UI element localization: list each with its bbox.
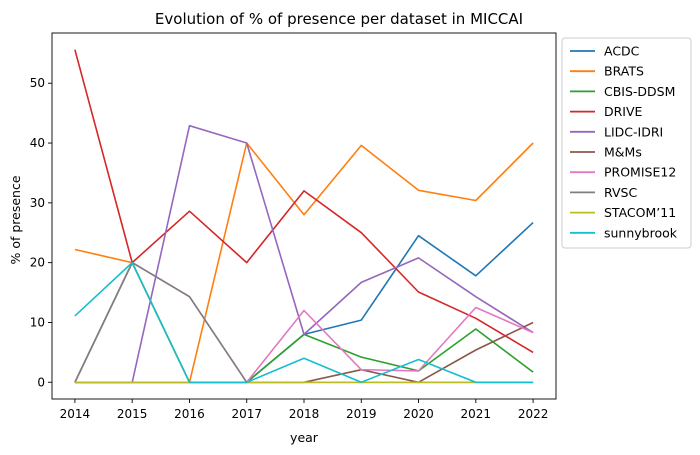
y-tick-label: 10 bbox=[30, 315, 45, 329]
y-tick-label: 30 bbox=[30, 196, 45, 210]
legend-label-1: BRATS bbox=[604, 64, 644, 79]
x-tick-label: 2022 bbox=[518, 407, 549, 421]
series-line-1 bbox=[74, 142, 534, 384]
legend-label-0: ACDC bbox=[604, 44, 640, 59]
x-tick-label: 2015 bbox=[117, 407, 148, 421]
legend-label-4: LIDC-IDRI bbox=[604, 124, 663, 139]
x-tick-label: 2019 bbox=[346, 407, 377, 421]
y-tick-label: 50 bbox=[30, 76, 45, 90]
x-tick-label: 2014 bbox=[60, 407, 91, 421]
legend-label-9: sunnybrook bbox=[604, 225, 678, 240]
axes-frame bbox=[51, 32, 557, 400]
y-axis-label: % of presence bbox=[8, 175, 23, 264]
legend: ACDC BRATS CBIS-DDSM DRIVE LIDC-IDRI M&Ms PROM… bbox=[561, 37, 692, 249]
legend-label-8: STACOM’11 bbox=[604, 205, 676, 220]
series-line-4 bbox=[74, 124, 534, 384]
y-tick-label: 0 bbox=[37, 375, 45, 389]
legend-label-5: M&Ms bbox=[604, 145, 642, 160]
x-tick-label: 2020 bbox=[403, 407, 434, 421]
x-tick-label: 2017 bbox=[231, 407, 262, 421]
y-tick-label: 20 bbox=[30, 256, 45, 270]
series-line-6 bbox=[74, 261, 534, 384]
axes: 2014 2015 2016 2017 2018 2019 2020 2021 2022 0 10 2… bbox=[30, 32, 557, 421]
legend-label-6: PROMISE12 bbox=[604, 165, 676, 180]
plot-area bbox=[74, 49, 534, 384]
legend-label-7: RVSC bbox=[604, 185, 637, 200]
x-tick-label: 2016 bbox=[174, 407, 205, 421]
series-line-9 bbox=[74, 261, 534, 384]
series-line-3 bbox=[74, 49, 534, 354]
y-tick-label: 40 bbox=[30, 136, 45, 150]
x-tick-label: 2021 bbox=[461, 407, 492, 421]
legend-label-3: DRIVE bbox=[604, 104, 643, 119]
series-line-7 bbox=[74, 261, 534, 384]
series-line-2 bbox=[74, 261, 534, 384]
x-axis-label: year bbox=[290, 430, 319, 445]
x-tick-label: 2018 bbox=[289, 407, 320, 421]
chart-title: Evolution of % of presence per dataset i… bbox=[155, 10, 523, 28]
legend-label-2: CBIS-DDSM bbox=[604, 84, 675, 99]
